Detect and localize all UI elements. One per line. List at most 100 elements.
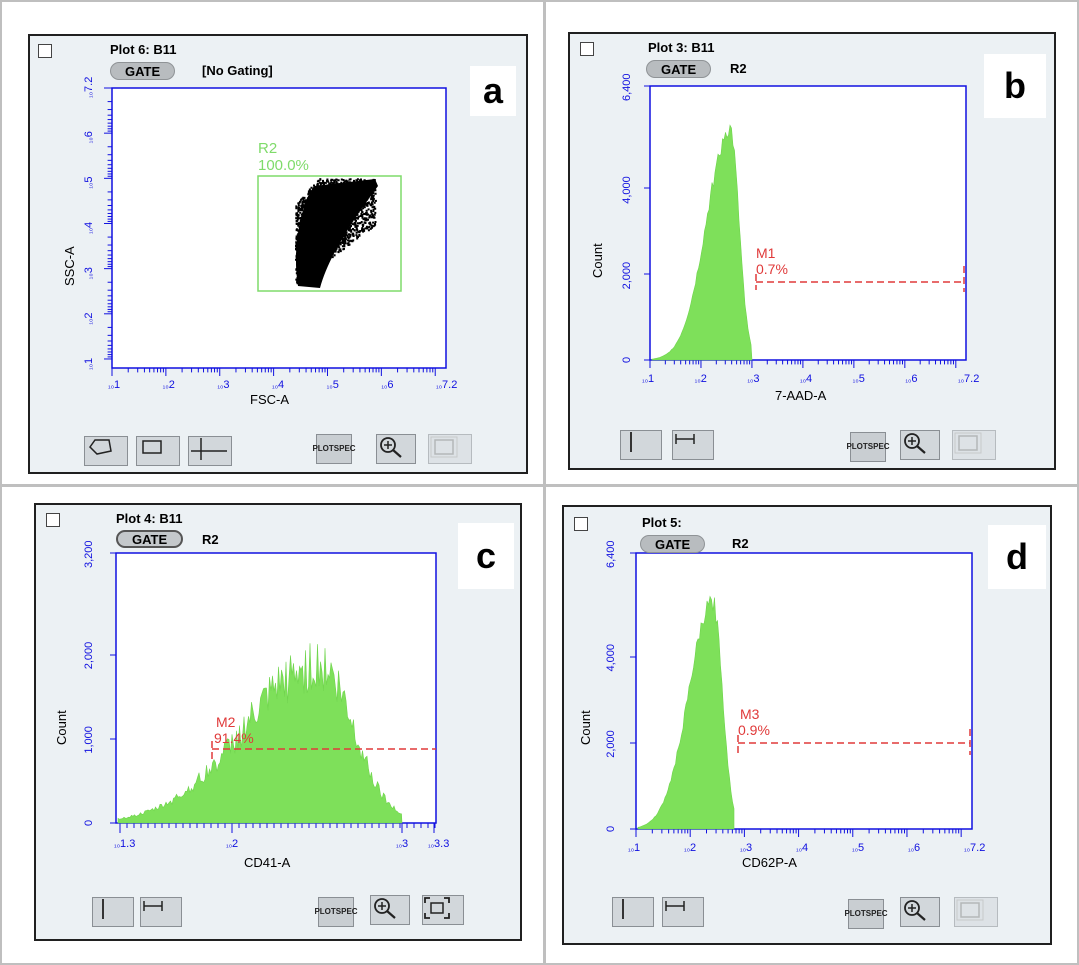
select-checkbox[interactable] bbox=[574, 517, 588, 531]
gate-value: R2 bbox=[732, 536, 749, 551]
gate-button[interactable]: GATE bbox=[110, 62, 176, 80]
quadrant-tool-button[interactable] bbox=[188, 436, 232, 466]
zoom-in-button[interactable] bbox=[900, 897, 940, 927]
vertical-line-icon bbox=[102, 899, 104, 919]
panel-letter: c bbox=[458, 523, 514, 589]
y-tick-label: ₁₀6 bbox=[83, 131, 95, 143]
y-tick-label: 4,000 bbox=[621, 176, 633, 204]
zoom-in-button[interactable] bbox=[370, 895, 410, 925]
x-tick-label: ₁₀5 bbox=[852, 842, 864, 854]
marker-name: M1 bbox=[756, 245, 776, 261]
marker-name: M3 bbox=[740, 706, 760, 722]
x-tick-label: ₁₀5 bbox=[853, 373, 865, 385]
x-tick-label: ₁₀4 bbox=[272, 379, 284, 391]
y-axis-label: SSC-A bbox=[62, 246, 77, 286]
select-checkbox[interactable] bbox=[46, 513, 60, 527]
y-tick-label: 2,000 bbox=[83, 642, 95, 670]
fit-view-button[interactable] bbox=[954, 897, 998, 927]
gate-button[interactable]: GATE bbox=[646, 60, 712, 78]
y-tick-label: 3,200 bbox=[83, 540, 95, 568]
fit-view-icon bbox=[430, 436, 458, 458]
histogram-plot-d[interactable]: M3 0.9% ₁₀1 ₁₀2 ₁₀3 ₁₀4 ₁₀5 ₁₀6 ₁₀7.2 0 2,000 4,… bbox=[564, 507, 1050, 943]
range-icon bbox=[143, 901, 163, 911]
x-tick-label: ₁₀2 bbox=[695, 373, 707, 385]
y-tick-label: 6,400 bbox=[621, 73, 633, 101]
fit-view-button[interactable] bbox=[952, 430, 996, 460]
range-marker-button[interactable] bbox=[662, 897, 704, 927]
histogram-plot-b[interactable]: M1 0.7% ₁₀1 ₁₀2 ₁₀3 ₁₀4 ₁₀5 ₁₀6 ₁₀7.2 0 2,000 4,… bbox=[570, 34, 1054, 468]
gate-value: [No Gating] bbox=[202, 63, 273, 78]
x-tick-label: ₁₀1 bbox=[628, 842, 640, 854]
x-tick-label: ₁₀1.3 bbox=[114, 838, 135, 850]
plot-panel-d: M3 0.9% ₁₀1 ₁₀2 ₁₀3 ₁₀4 ₁₀5 ₁₀6 ₁₀7.2 0 2,000 4,… bbox=[562, 505, 1052, 945]
y-tick-label: ₁₀4 bbox=[83, 222, 95, 234]
zoom-in-icon bbox=[904, 900, 926, 921]
x-tick-label: ₁₀7.2 bbox=[964, 842, 985, 854]
rectangle-icon bbox=[142, 440, 162, 454]
plot-panel-b: M1 0.7% ₁₀1 ₁₀2 ₁₀3 ₁₀4 ₁₀5 ₁₀6 ₁₀7.2 0 2,000 4,… bbox=[568, 32, 1056, 470]
histogram-plot-c[interactable]: M2 91.4% ₁₀1.3 ₁₀2 ₁₀3 ₁₀3.3 0 1,000 2,000 3,2… bbox=[36, 505, 520, 939]
x-tick-label: ₁₀1 bbox=[108, 379, 120, 391]
y-axis-label: Count bbox=[578, 710, 593, 745]
y-tick-label: ₁₀2 bbox=[83, 313, 95, 325]
x-tick-label: ₁₀4 bbox=[796, 842, 808, 854]
marker-percent: 91.4% bbox=[214, 730, 254, 746]
y-tick-label: ₁₀7.2 bbox=[83, 77, 95, 98]
panel-letter: d bbox=[988, 525, 1046, 589]
y-tick-label: 1,000 bbox=[83, 726, 95, 754]
x-tick-label: ₁₀3 bbox=[217, 379, 229, 391]
plot-panel-c: M2 91.4% ₁₀1.3 ₁₀2 ₁₀3 ₁₀3.3 0 1,000 2,000 3,2… bbox=[34, 503, 522, 941]
x-axis-label: FSC-A bbox=[250, 392, 289, 407]
y-axis-label: Count bbox=[54, 710, 69, 745]
y-tick-label: ₁₀1 bbox=[83, 358, 95, 370]
zoom-in-button[interactable] bbox=[376, 434, 416, 464]
x-tick-label: ₁₀2 bbox=[226, 838, 238, 850]
y-tick-label: 0 bbox=[83, 820, 95, 826]
cell-events bbox=[295, 178, 377, 285]
gate-button[interactable]: GATE bbox=[640, 535, 706, 553]
fit-view-button[interactable] bbox=[428, 434, 472, 464]
vertical-marker-button[interactable] bbox=[92, 897, 134, 927]
x-tick-label: ₁₀6 bbox=[381, 379, 393, 391]
horizontal-divider bbox=[0, 484, 1079, 487]
y-tick-label: 2,000 bbox=[621, 262, 633, 290]
x-tick-label: ₁₀5 bbox=[327, 379, 339, 391]
x-tick-label: ₁₀3.3 bbox=[428, 838, 449, 850]
gate-value: R2 bbox=[730, 61, 747, 76]
range-marker-button[interactable] bbox=[672, 430, 714, 460]
gate-button[interactable]: GATE bbox=[116, 530, 184, 548]
select-checkbox[interactable] bbox=[580, 42, 594, 56]
zoom-in-button[interactable] bbox=[900, 430, 940, 460]
plot-spec-button[interactable]: PLOT SPEC bbox=[846, 432, 890, 462]
vertical-marker-button[interactable] bbox=[620, 430, 662, 460]
vertical-divider bbox=[543, 0, 546, 965]
plot-spec-button[interactable]: PLOT SPEC bbox=[314, 897, 358, 927]
x-tick-label: ₁₀4 bbox=[800, 373, 812, 385]
panel-letter: a bbox=[470, 66, 516, 116]
fit-view-icon bbox=[424, 897, 450, 919]
scatter-plot-a[interactable]: R2 100.0% ₁₀1 ₁₀2 ₁₀3 ₁₀4 ₁₀5 ₁₀6 ₁₀7.2 ₁₀1 ₁₀2… bbox=[30, 36, 526, 472]
x-tick-label: ₁₀7.2 bbox=[958, 373, 979, 385]
polygon-tool-button[interactable] bbox=[84, 436, 128, 466]
rectangle-tool-button[interactable] bbox=[136, 436, 180, 466]
marker-percent: 0.9% bbox=[738, 722, 770, 738]
y-tick-label: 0 bbox=[605, 826, 617, 832]
fit-view-button[interactable] bbox=[422, 895, 464, 925]
range-marker-button[interactable] bbox=[140, 897, 182, 927]
y-tick-label: ₁₀5 bbox=[83, 177, 95, 189]
x-tick-label: ₁₀3 bbox=[396, 838, 408, 850]
plot-spec-button[interactable]: PLOT SPEC bbox=[312, 434, 356, 464]
fit-view-icon bbox=[956, 899, 984, 921]
quadrant-icon bbox=[191, 438, 227, 460]
plot-title: Plot 4: B11 bbox=[116, 511, 183, 526]
plot-spec-button[interactable]: PLOT SPEC bbox=[844, 899, 888, 929]
range-icon bbox=[675, 434, 695, 444]
y-tick-label: 2,000 bbox=[605, 730, 617, 758]
select-checkbox[interactable] bbox=[38, 44, 52, 58]
x-tick-label: ₁₀1 bbox=[642, 373, 654, 385]
gate-value: R2 bbox=[202, 532, 219, 547]
region-percent: 100.0% bbox=[258, 157, 309, 174]
vertical-marker-button[interactable] bbox=[612, 897, 654, 927]
y-tick-label: 6,400 bbox=[605, 540, 617, 568]
x-tick-label: ₁₀2 bbox=[684, 842, 696, 854]
